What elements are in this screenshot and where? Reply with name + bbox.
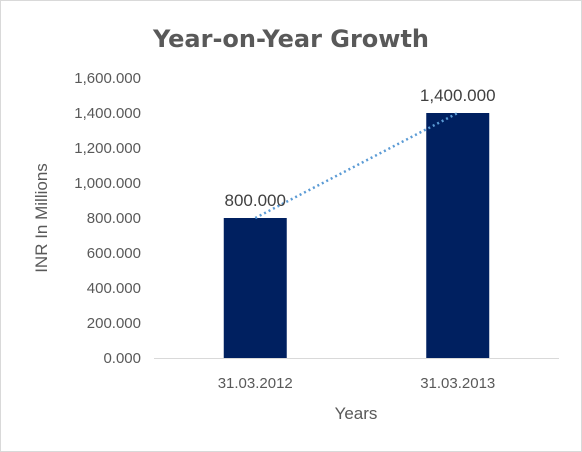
y-tick-label: 1,000.000 [74, 175, 141, 192]
data-labels-group: 800.000 1,400.000 [225, 86, 496, 210]
bar [426, 113, 490, 358]
y-tick-label: 1,400.000 [74, 105, 141, 122]
x-tick-label: 31.03.2013 [420, 375, 495, 392]
y-tick-label: 800.000 [87, 210, 141, 227]
x-axis-ticks: 31.03.2012 31.03.2013 [218, 375, 496, 392]
y-axis-title: INR In Millions [32, 163, 51, 273]
x-tick-label: 31.03.2012 [218, 375, 293, 392]
x-axis-title: Years [335, 404, 378, 423]
bar [223, 218, 287, 358]
chart-title: Year-on-Year Growth [152, 25, 429, 53]
data-label: 1,400.000 [420, 86, 496, 105]
y-tick-label: 0.000 [103, 350, 141, 367]
y-axis-ticks: 0.000 200.000 400.000 600.000 800.000 1,000.0… [74, 70, 141, 367]
y-tick-label: 1,600.000 [74, 70, 141, 87]
y-tick-label: 400.000 [87, 280, 141, 297]
y-tick-label: 600.000 [87, 245, 141, 262]
bars-group [223, 113, 490, 358]
y-tick-label: 200.000 [87, 315, 141, 332]
trendline [254, 111, 459, 220]
data-label: 800.000 [225, 191, 286, 210]
y-tick-label: 1,200.000 [74, 140, 141, 157]
